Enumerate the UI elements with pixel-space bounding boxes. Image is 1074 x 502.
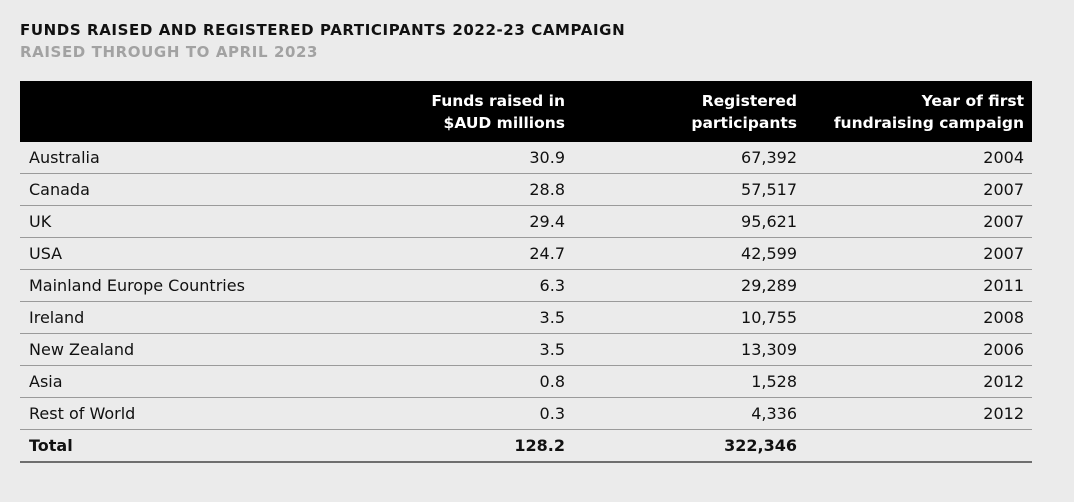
cell-region: Canada [20,173,330,206]
cell-region: Ireland [20,301,330,334]
table-row: Ireland 3.5 10,755 2008 [20,301,1032,334]
table-header: Funds raised in $AUD millions Registered… [20,81,1032,142]
cell-participants: 42,599 [573,237,805,270]
cell-region: Asia [20,365,330,398]
cell-funds: 24.7 [330,237,573,270]
cell-year: 2004 [805,142,1032,174]
cell-participants: 4,336 [573,397,805,430]
total-label: Total [20,429,330,463]
table-row: Asia 0.8 1,528 2012 [20,365,1032,398]
cell-year: 2012 [805,365,1032,398]
cell-year: 2012 [805,397,1032,430]
table-row: Canada 28.8 57,517 2007 [20,173,1032,206]
table-row: Australia 30.9 67,392 2004 [20,142,1032,174]
header-region [20,81,330,142]
table-body: Australia 30.9 67,392 2004 Canada 28.8 5… [20,142,1032,463]
cell-participants: 67,392 [573,142,805,174]
cell-funds: 30.9 [330,142,573,174]
header-year-line1: Year of first [921,91,1024,110]
total-participants: 322,346 [573,429,805,463]
cell-participants: 95,621 [573,205,805,238]
cell-year: 2007 [805,205,1032,238]
cell-region: Rest of World [20,397,330,430]
total-funds: 128.2 [330,429,573,463]
cell-funds: 29.4 [330,205,573,238]
cell-region: Australia [20,142,330,174]
cell-funds: 0.3 [330,397,573,430]
cell-funds: 28.8 [330,173,573,206]
table-row: Mainland Europe Countries 6.3 29,289 201… [20,269,1032,302]
cell-participants: 1,528 [573,365,805,398]
header-year: Year of first fundraising campaign [805,81,1032,142]
header-funds-line2: $AUD millions [443,113,565,132]
cell-funds: 6.3 [330,269,573,302]
table-row: UK 29.4 95,621 2007 [20,205,1032,238]
cell-region: USA [20,237,330,270]
cell-funds: 3.5 [330,301,573,334]
cell-year: 2008 [805,301,1032,334]
cell-year: 2007 [805,237,1032,270]
cell-year: 2011 [805,269,1032,302]
cell-participants: 13,309 [573,333,805,366]
cell-year: 2006 [805,333,1032,366]
table-title: FUNDS RAISED AND REGISTERED PARTICIPANTS… [20,21,626,39]
cell-region: New Zealand [20,333,330,366]
total-year [805,429,1032,463]
header-funds: Funds raised in $AUD millions [330,81,573,142]
cell-region: UK [20,205,330,238]
header-row: Funds raised in $AUD millions Registered… [20,81,1032,142]
cell-year: 2007 [805,173,1032,206]
table-row: New Zealand 3.5 13,309 2006 [20,333,1032,366]
table-row: Rest of World 0.3 4,336 2012 [20,397,1032,430]
cell-participants: 10,755 [573,301,805,334]
cell-funds: 0.8 [330,365,573,398]
cell-region: Mainland Europe Countries [20,269,330,302]
header-participants-line2: participants [691,113,797,132]
cell-participants: 29,289 [573,269,805,302]
header-participants-line1: Registered [701,91,797,110]
header-year-line2: fundraising campaign [833,113,1024,132]
funds-table: Funds raised in $AUD millions Registered… [20,81,1032,463]
table-subtitle: RAISED THROUGH TO APRIL 2023 [20,43,319,61]
header-participants: Registered participants [573,81,805,142]
cell-participants: 57,517 [573,173,805,206]
cell-funds: 3.5 [330,333,573,366]
table-row: USA 24.7 42,599 2007 [20,237,1032,270]
total-row: Total 128.2 322,346 [20,429,1032,463]
header-funds-line1: Funds raised in [431,91,565,110]
